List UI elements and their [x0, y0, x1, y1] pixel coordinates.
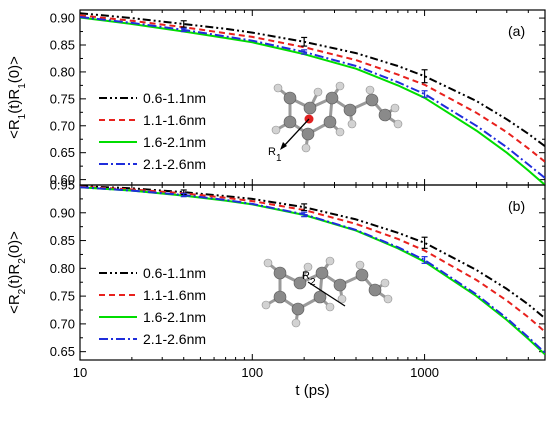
molecule-atom — [378, 108, 392, 122]
x-tick-label: 1000 — [410, 365, 439, 380]
y-tick-label: 0.75 — [50, 91, 75, 106]
molecule-hydrogen — [335, 81, 345, 91]
legend: 0.6-1.1nm 1.1-1.6nm 1.6-2.1nm 2.1-2.6nm — [99, 90, 206, 172]
error-bar — [180, 20, 187, 28]
panel-a: 0.60 0.65 0.70 0.75 0.80 0.85 0.90 <R1(t)R1(0)>… — [6, 9, 546, 187]
legend-label-2.1-2.6nm: 2.1-2.6nm — [143, 156, 206, 172]
legend-label-0.6-1.1nm: 0.6-1.1nm — [143, 265, 206, 281]
error-bar — [421, 256, 428, 264]
error-bar — [301, 36, 308, 47]
y-tick-label: 0.80 — [50, 64, 75, 79]
series-line-0.6-1.1nm — [80, 12, 545, 148]
x-tick-label: 100 — [241, 365, 263, 380]
molecule-hydrogen — [263, 258, 273, 268]
y-tick-label: 0.85 — [50, 38, 75, 53]
molecule-atom — [301, 127, 315, 141]
molecule-hydrogen — [325, 256, 335, 266]
y-axis-title: <R1(t)R1(0)> — [6, 56, 28, 139]
molecule-atom — [315, 266, 329, 280]
molecule-hydrogen — [383, 294, 393, 304]
legend-label-2.1-2.6nm: 2.1-2.6nm — [143, 331, 206, 347]
molecule-hydrogen — [271, 125, 281, 135]
molecule-hydrogen — [261, 300, 271, 310]
error-bar — [301, 49, 308, 55]
error-bar — [180, 27, 187, 33]
molecule-hydrogen — [301, 143, 311, 153]
molecule-atom — [368, 283, 382, 297]
molecule-hydrogen — [337, 294, 347, 304]
error-bar — [301, 211, 308, 218]
y-tick-label: 0.65 — [50, 145, 75, 160]
vector-arrowhead — [280, 142, 287, 150]
error-bar — [301, 203, 308, 212]
y-tick-label: 0.60 — [50, 172, 75, 187]
molecule-hydrogen — [273, 83, 283, 93]
series-line-0.6-1.1nm — [80, 185, 545, 320]
molecule-hydrogen — [355, 260, 365, 270]
plot-frame — [79, 184, 546, 361]
panel-label: (a) — [508, 23, 525, 39]
legend-label-1.6-2.1nm: 1.6-2.1nm — [143, 134, 206, 150]
y-tick-label: 0.90 — [50, 205, 75, 220]
vector-arrow — [282, 118, 310, 148]
panel-b: 0.65 0.70 0.75 0.80 0.85 0.90 0.95 10 100 1000 <R2… — [6, 178, 546, 399]
vector-arrow — [307, 281, 346, 307]
molecule-hydrogen — [393, 119, 403, 129]
molecule-atom — [273, 266, 287, 280]
y-axis-title: <R2(t)R2(0)> — [6, 231, 28, 314]
y-tick-label: 0.70 — [50, 316, 75, 331]
molecule-atom — [323, 115, 337, 129]
molecule-hydrogen — [313, 87, 323, 97]
vector-label: R1 — [268, 146, 282, 164]
molecule-hydrogen — [347, 119, 357, 129]
molecule-atom — [333, 278, 347, 292]
x-axis-title: t (ps) — [295, 382, 329, 399]
molecule-atom — [313, 290, 327, 304]
molecule-atom — [343, 103, 357, 117]
error-bar — [421, 236, 428, 249]
legend-label-1.1-1.6nm: 1.1-1.6nm — [143, 112, 206, 128]
y-tick-label: 0.70 — [50, 118, 75, 133]
molecule-illustration: R2 — [261, 256, 393, 328]
molecule-hydrogen — [365, 85, 375, 95]
molecule-atom — [293, 276, 307, 290]
vector-label: R2 — [302, 270, 316, 288]
y-tick-label: 0.75 — [50, 289, 75, 304]
molecule-atom — [355, 268, 369, 282]
panel-label: (b) — [508, 198, 525, 214]
molecule-atom — [291, 302, 305, 316]
error-bar — [421, 69, 428, 84]
molecule-atom — [283, 115, 297, 129]
y-tick-label: 0.65 — [50, 344, 75, 359]
y-tick-label: 0.95 — [50, 178, 75, 193]
y-tick-label: 0.85 — [50, 233, 75, 248]
molecule-hydrogen — [390, 103, 400, 113]
x-tick-label: 10 — [73, 365, 87, 380]
legend-label-1.1-1.6nm: 1.1-1.6nm — [143, 287, 206, 303]
y-tick-label: 0.90 — [50, 11, 75, 26]
molecule-atom — [325, 91, 339, 105]
molecule-illustration: R1 — [268, 81, 403, 164]
molecule-atom — [283, 91, 297, 105]
molecule-hydrogen — [303, 262, 313, 272]
molecule-atom — [273, 290, 287, 304]
molecule-atom — [303, 101, 317, 115]
legend-label-0.6-1.1nm: 0.6-1.1nm — [143, 90, 206, 106]
y-tick-label: 0.80 — [50, 261, 75, 276]
molecule-hydrogen — [335, 127, 345, 137]
molecule-hydrogen — [325, 302, 335, 312]
error-bar — [180, 192, 187, 198]
error-bar — [421, 90, 428, 98]
legend: 0.6-1.1nm 1.1-1.6nm 1.6-2.1nm 2.1-2.6nm — [99, 265, 206, 347]
molecule-hydrogen — [380, 278, 390, 288]
legend-label-1.6-2.1nm: 1.6-2.1nm — [143, 309, 206, 325]
molecule-hydrogen — [291, 318, 301, 328]
molecule-atom — [365, 93, 379, 107]
